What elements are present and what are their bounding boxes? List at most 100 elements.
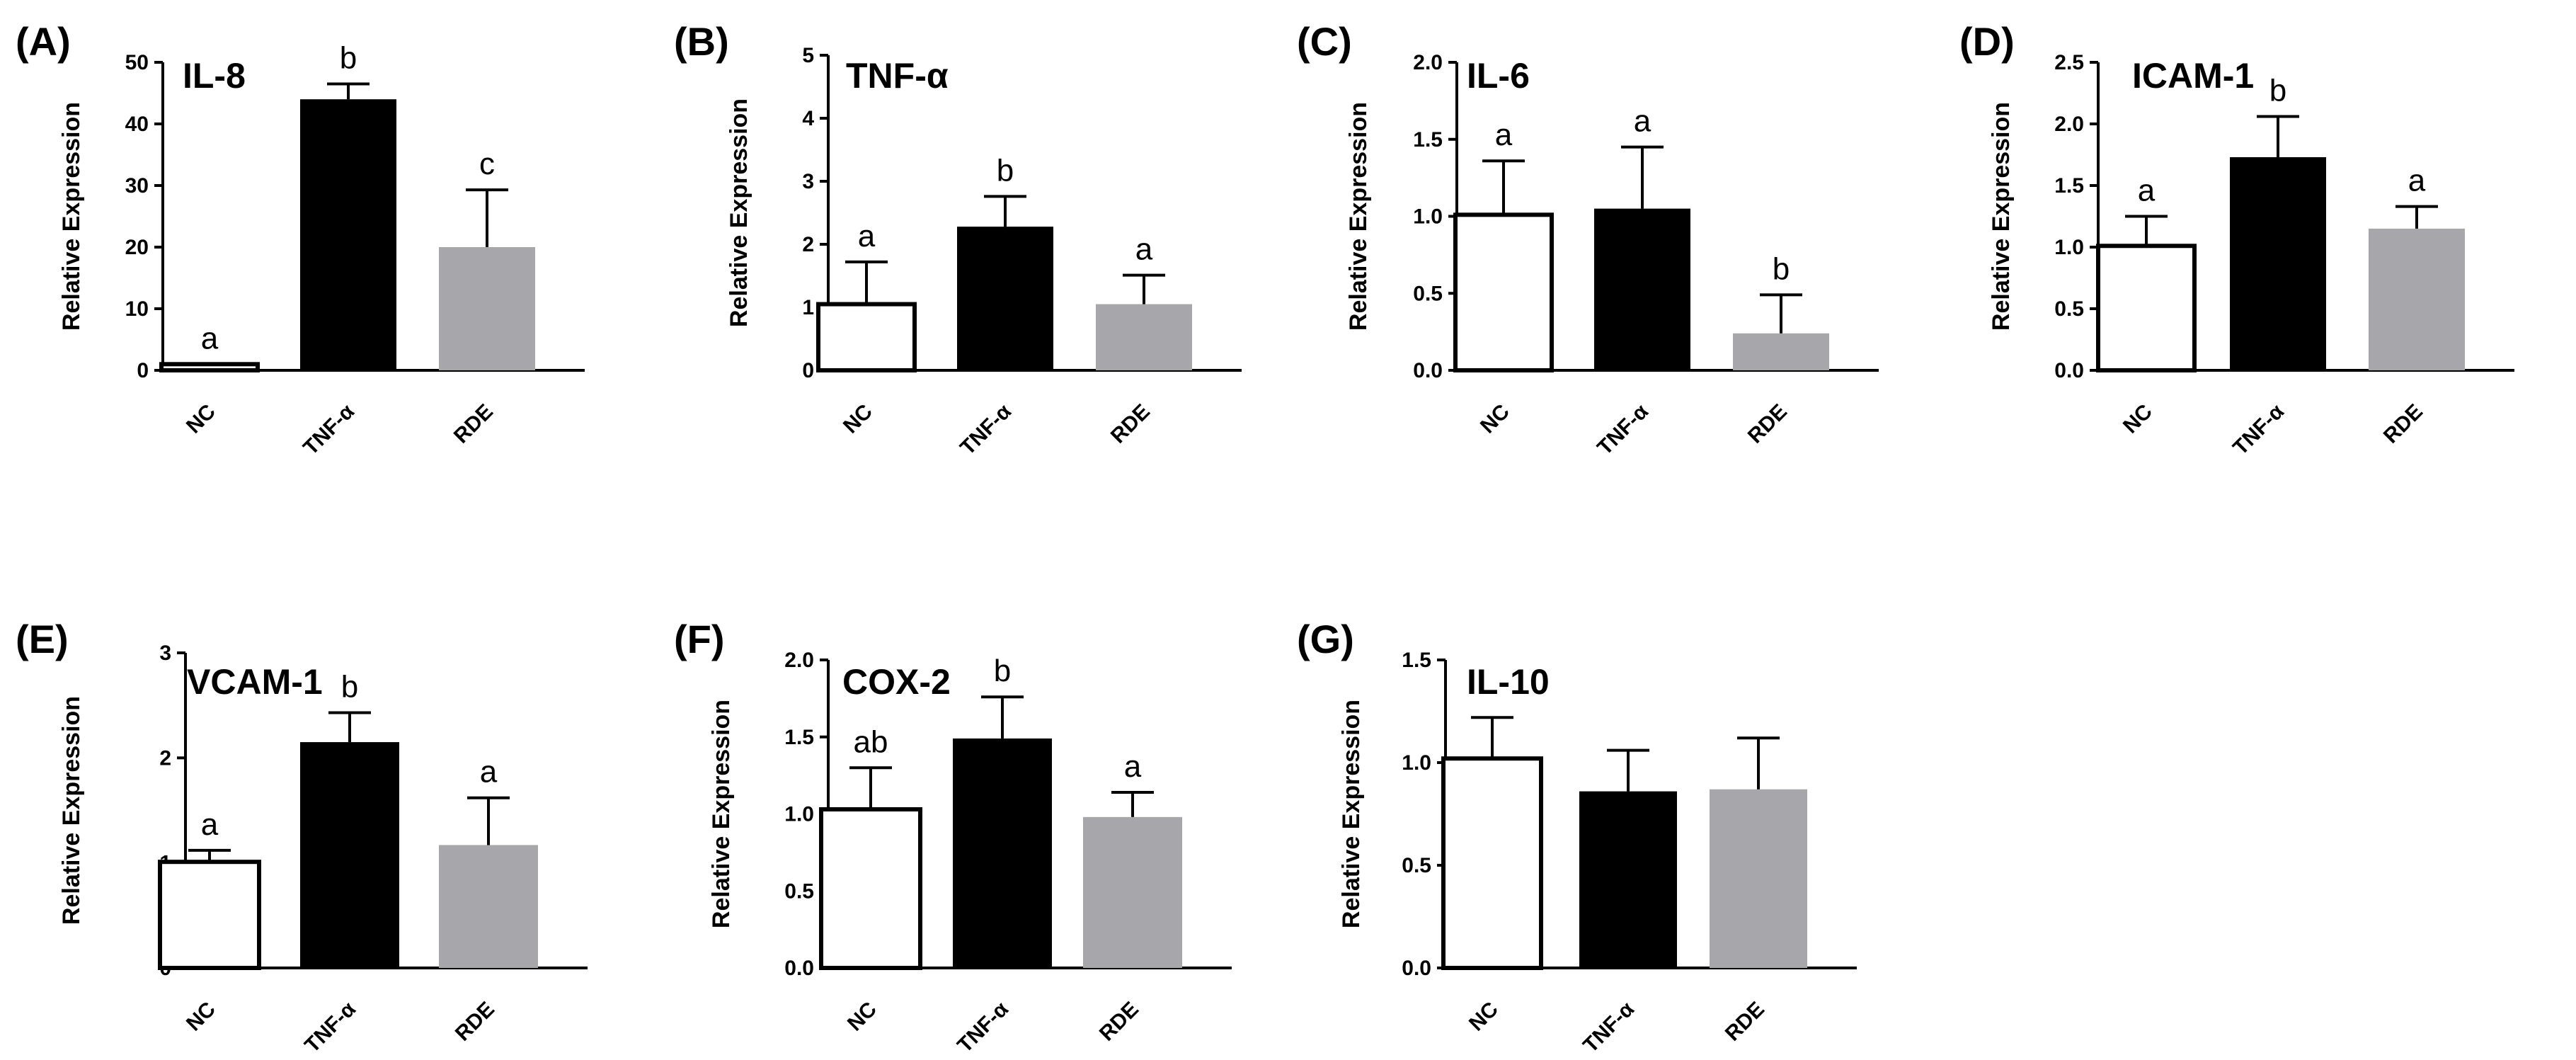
y-tick-label: 3: [159, 642, 171, 665]
bar-rde: [1083, 816, 1182, 968]
y-tick-label: 1.5: [1413, 128, 1443, 152]
y-tick-label: 1: [802, 296, 814, 319]
y-tick-label: 1.5: [2054, 174, 2084, 198]
y-tick-label: 2: [159, 746, 171, 770]
bar-rde: [1733, 333, 1829, 370]
y-axis-label: Relative Expression: [1338, 700, 1365, 928]
y-axis-label: Relative Expression: [726, 98, 752, 327]
significance-label: a: [1634, 104, 1651, 139]
y-tick-label: 2.0: [2054, 113, 2084, 136]
panel-letter: (F): [674, 617, 725, 661]
y-tick-label: 0.0: [1402, 957, 1431, 980]
y-tick-label: 5: [802, 44, 814, 67]
bar-rde: [2369, 228, 2465, 370]
bar-rde: [1710, 789, 1807, 968]
chart-panel-c: (C) IL-6 Relative Expression 0.0 0.5 1.0 1.5 2.…: [1297, 19, 1879, 460]
y-axis-label: Relative Expression: [708, 700, 735, 928]
significance-label: c: [479, 147, 495, 181]
y-tick-label: 1.0: [2054, 236, 2084, 259]
panel-letter: (C): [1297, 19, 1352, 64]
y-tick-label: 1.0: [1402, 751, 1431, 775]
significance-label: a: [201, 807, 219, 842]
significance-label: a: [2408, 164, 2426, 198]
y-tick-label: 0: [137, 359, 149, 382]
panel-letter: (B): [674, 19, 729, 64]
significance-label: a: [2138, 173, 2156, 208]
bar-tnf-alpha: [300, 742, 399, 968]
x-tick-label: RDE: [1744, 400, 1792, 448]
bar-rde: [1096, 304, 1192, 370]
x-tick-label: RDE: [451, 998, 499, 1046]
x-tick-label: TNF-α: [299, 399, 359, 460]
bar-nc: [1441, 756, 1543, 970]
chart-title: IL-6: [1467, 56, 1530, 96]
y-tick-label: 50: [125, 51, 149, 74]
bar-nc: [1453, 212, 1554, 373]
bar-nc: [159, 362, 260, 372]
x-tick-label: NC: [182, 400, 220, 438]
bar-nc: [158, 860, 261, 971]
significance-label: b: [1773, 251, 1790, 286]
y-axis-label: Relative Expression: [1345, 102, 1372, 331]
x-tick-label: TNF-α: [1593, 399, 1653, 460]
y-tick-label: 4: [802, 107, 814, 130]
significance-label: b: [997, 153, 1014, 188]
bar-tnf-alpha: [300, 99, 396, 370]
panel-letter: (G): [1297, 617, 1354, 661]
chart-panel-f: (F) COX-2 Relative Expression 0.0 0.5 1.0 1.5 2…: [674, 617, 1232, 1057]
significance-label: a: [201, 321, 219, 355]
y-tick-label: 2.0: [1413, 51, 1443, 74]
y-tick-label: 1.5: [784, 726, 814, 749]
y-tick-label: 1.0: [784, 803, 814, 826]
y-tick-label: 30: [125, 174, 149, 198]
significance-label: a: [480, 755, 498, 790]
y-tick-label: 2: [802, 233, 814, 256]
y-tick-label: 0.5: [784, 879, 814, 903]
y-tick-label: 0.5: [1413, 282, 1443, 305]
panel-letter: (E): [16, 617, 69, 661]
y-tick-label: 0.0: [1413, 359, 1443, 382]
x-tick-label: NC: [182, 998, 220, 1036]
y-tick-label: 0.5: [2054, 297, 2084, 321]
x-tick-label: RDE: [1106, 400, 1155, 448]
chart-title: IL-10: [1467, 662, 1550, 702]
chart-title: IL-8: [183, 56, 246, 96]
y-tick-label: 2.0: [784, 649, 814, 672]
x-tick-label: RDE: [1721, 998, 1769, 1046]
significance-label: a: [1124, 749, 1142, 784]
x-tick-label: NC: [843, 998, 881, 1036]
bar-tnf-alpha: [957, 227, 1053, 370]
significance-label: b: [994, 654, 1011, 688]
x-tick-label: TNF-α: [2228, 399, 2289, 460]
x-tick-label: NC: [1465, 998, 1503, 1036]
x-tick-label: RDE: [450, 400, 498, 448]
x-tick-label: TNF-α: [1579, 997, 1639, 1057]
bar-rde: [439, 845, 538, 968]
panel-letter: (D): [1959, 19, 2015, 64]
y-tick-label: 40: [125, 113, 149, 136]
y-tick-label: 1.0: [1413, 205, 1443, 229]
chart-panel-g: (G) IL-10 Relative Expression 0.0 0.5 1.0 1.5 N…: [1297, 617, 1857, 1057]
y-tick-label: 1.5: [1402, 649, 1431, 672]
x-tick-label: NC: [839, 400, 877, 438]
chart-title: ICAM-1: [2132, 56, 2254, 96]
chart-title: VCAM-1: [187, 662, 323, 702]
significance-label: a: [858, 219, 876, 253]
significance-label: b: [340, 40, 357, 75]
y-tick-label: 0: [802, 359, 814, 382]
y-tick-label: 10: [125, 297, 149, 321]
panel-letter: (A): [16, 19, 71, 64]
significance-label: b: [341, 670, 358, 705]
bar-tnf-alpha: [1579, 791, 1677, 968]
significance-label: a: [1135, 232, 1153, 267]
y-tick-label: 2.5: [2054, 51, 2084, 74]
x-tick-label: TNF-α: [953, 997, 1013, 1057]
y-tick-label: 20: [125, 236, 149, 259]
bar-tnf-alpha: [2230, 156, 2326, 371]
x-tick-label: TNF-α: [956, 399, 1016, 460]
chart-panel-b: (B) TNF-α Relative Expression 0 1 2 3 4 5 a NC b TNF…: [674, 19, 1242, 460]
y-axis-label: Relative Expression: [1988, 102, 2015, 331]
bar-tnf-alpha: [953, 738, 1052, 968]
